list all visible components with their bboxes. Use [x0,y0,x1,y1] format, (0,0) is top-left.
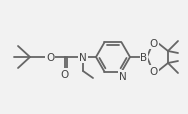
Text: O: O [150,39,158,49]
Text: O: O [61,69,69,79]
Text: O: O [150,66,158,76]
Text: N: N [119,71,126,81]
Text: O: O [46,53,54,62]
Text: B: B [140,53,148,62]
Text: N: N [79,53,87,62]
